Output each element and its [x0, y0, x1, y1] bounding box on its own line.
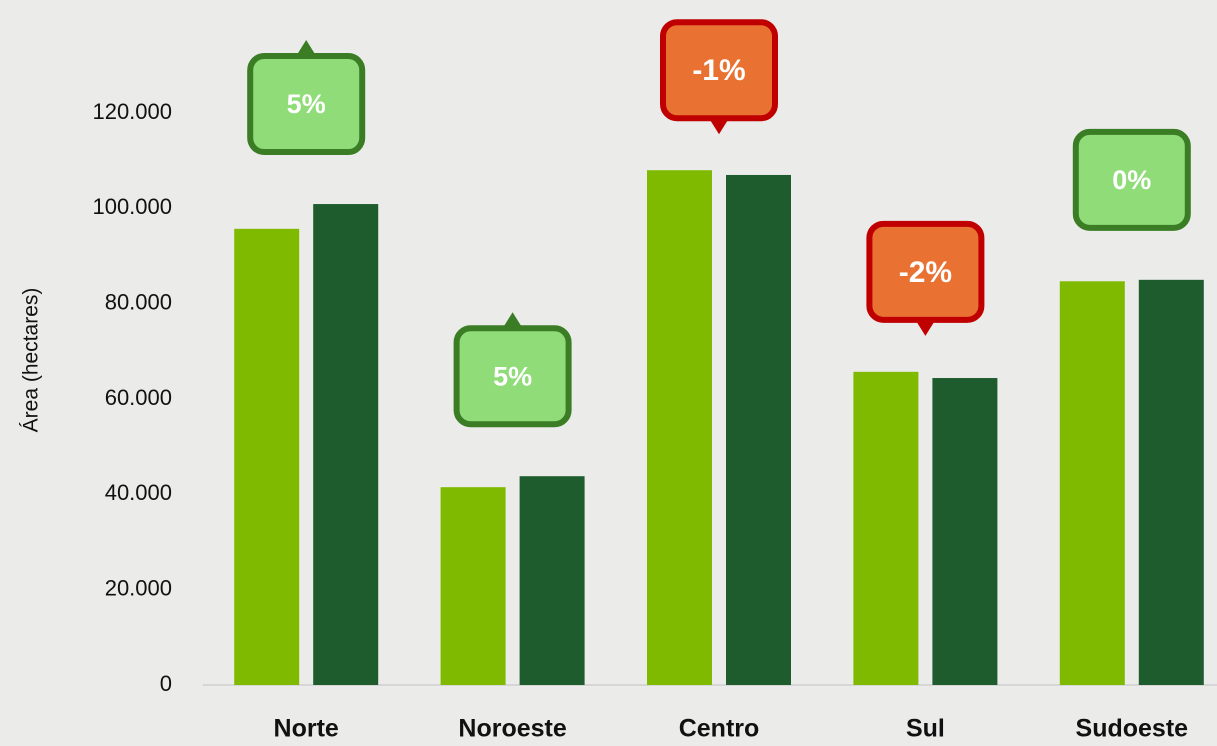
- y-tick-label: 40.000: [105, 480, 172, 505]
- bar: [234, 228, 300, 685]
- bar: [440, 487, 506, 685]
- y-tick-label: 20.000: [105, 575, 172, 600]
- badge-arrow: [502, 312, 523, 329]
- y-tick-label: 100.000: [92, 194, 172, 219]
- bar: [932, 378, 998, 685]
- change-badge: [1072, 128, 1191, 231]
- x-tick-label: Noroeste: [458, 715, 566, 743]
- bar: [726, 174, 791, 685]
- y-axis-title: Área (hectares): [20, 288, 43, 433]
- badge-arrow: [296, 40, 317, 57]
- x-tick-label: Sudoeste: [1076, 715, 1189, 743]
- x-tick-label: Norte: [274, 715, 339, 743]
- badge-arrow: [709, 118, 729, 135]
- bar: [519, 476, 585, 685]
- change-badge: [660, 19, 778, 122]
- change-label: -2%: [899, 256, 952, 289]
- x-tick-label: Centro: [679, 715, 760, 743]
- change-badge: [453, 325, 572, 428]
- change-badge: [866, 220, 985, 323]
- change-badge: [247, 53, 366, 156]
- y-tick-label: 120.000: [92, 99, 172, 124]
- change-label: -1%: [692, 54, 745, 87]
- bar: [313, 204, 379, 685]
- y-tick-label: 0: [160, 671, 172, 696]
- bar: [853, 371, 919, 685]
- bar: [647, 170, 712, 685]
- x-tick-label: Sul: [906, 715, 945, 743]
- change-label: 0%: [1112, 165, 1151, 195]
- y-tick-label: 80.000: [105, 289, 172, 314]
- change-label: 5%: [287, 89, 326, 119]
- y-tick-label: 60.000: [105, 385, 172, 410]
- bar: [1138, 279, 1204, 685]
- badge-arrow: [915, 319, 936, 336]
- change-label: 5%: [493, 361, 532, 391]
- bar: [1059, 281, 1125, 685]
